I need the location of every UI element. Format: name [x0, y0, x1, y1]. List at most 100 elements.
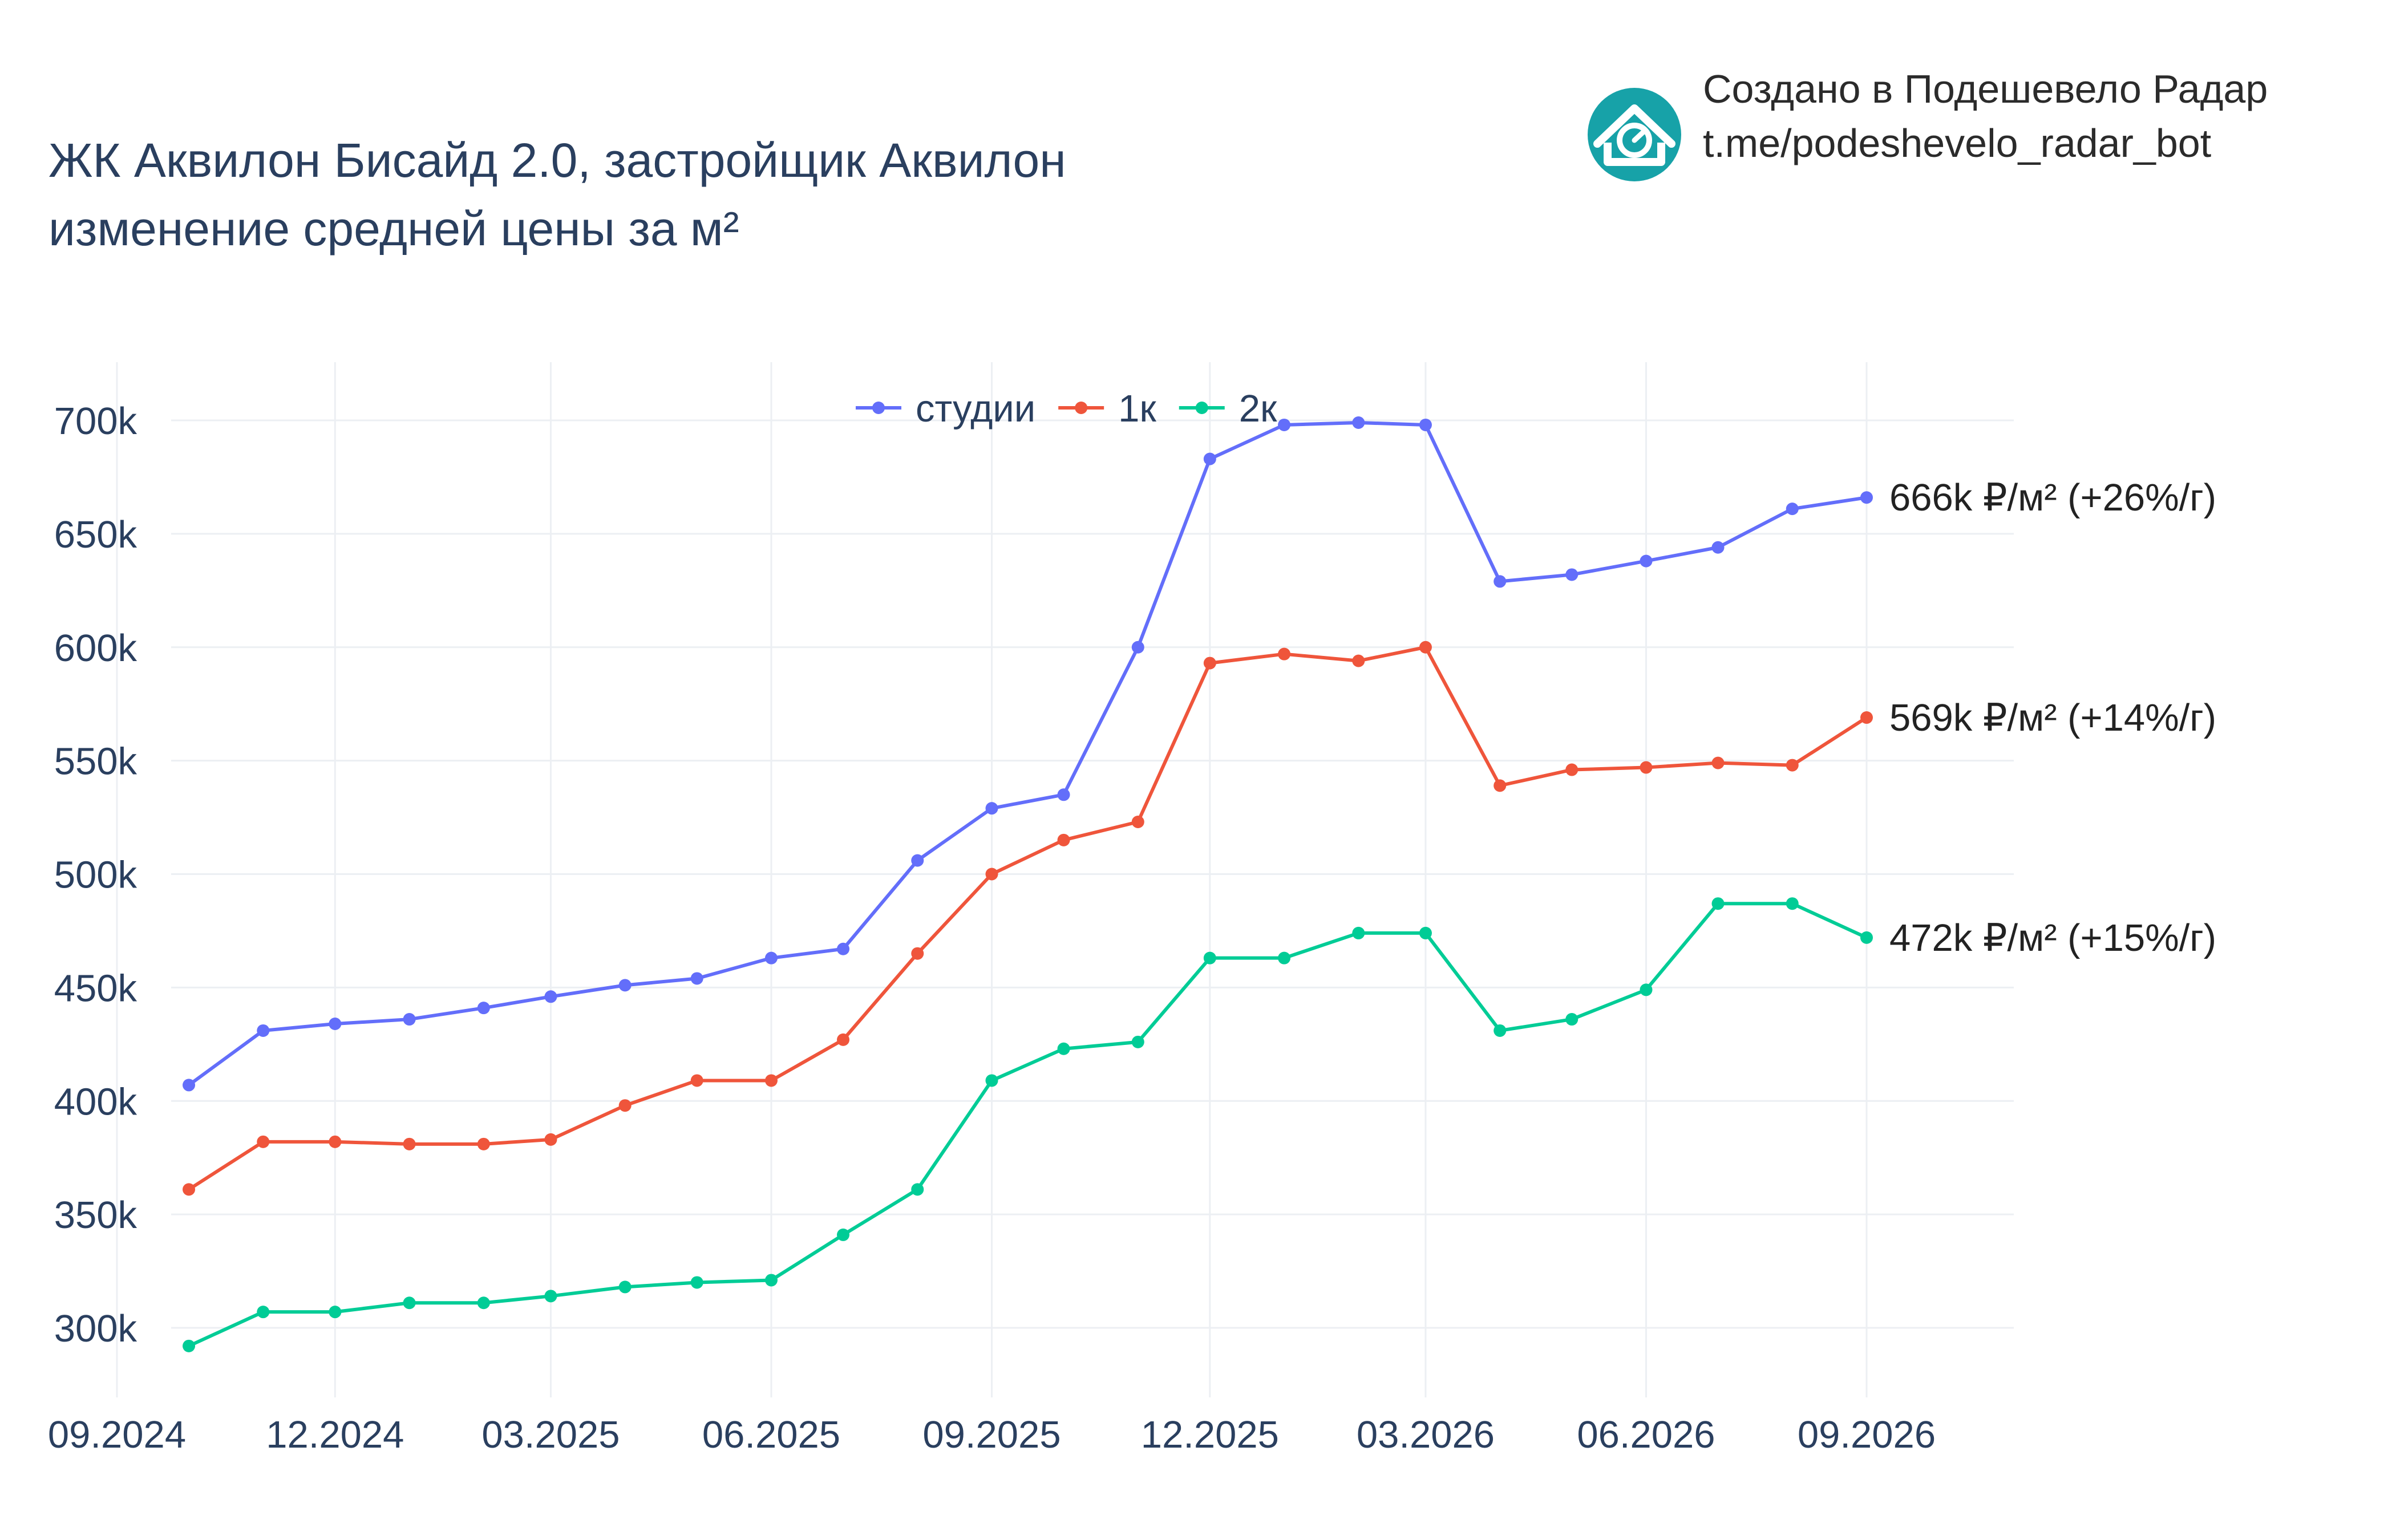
data-point[interactable] [1131, 641, 1144, 654]
y-tick-label: 700k [54, 400, 137, 443]
series-0 [183, 416, 1873, 1092]
y-tick-label: 500k [54, 854, 137, 897]
data-point[interactable] [183, 1339, 196, 1352]
x-tick-label: 06.2025 [702, 1413, 840, 1456]
data-point[interactable] [690, 1276, 703, 1289]
axes: 09.2024 12.2024 03.2025 06.2025 09.2025 12.20… [48, 400, 1936, 1456]
data-point[interactable] [477, 1137, 490, 1150]
data-point[interactable] [1786, 502, 1799, 516]
data-point[interactable] [690, 972, 703, 985]
data-point[interactable] [1494, 779, 1507, 792]
data-point[interactable] [1640, 554, 1653, 568]
data-point[interactable] [1860, 491, 1873, 504]
series [183, 416, 1873, 1352]
data-point[interactable] [764, 1274, 778, 1287]
data-point[interactable] [1131, 816, 1144, 829]
data-point[interactable] [1278, 951, 1291, 964]
data-point[interactable] [618, 1099, 632, 1112]
data-point[interactable] [329, 1018, 342, 1031]
data-point[interactable] [1352, 416, 1365, 429]
data-point[interactable] [183, 1183, 196, 1196]
data-point[interactable] [911, 947, 924, 960]
data-point[interactable] [1786, 897, 1799, 910]
data-point[interactable] [1278, 647, 1291, 660]
series-line [188, 645, 1868, 1191]
data-point[interactable] [1419, 926, 1432, 939]
data-point[interactable] [1057, 1042, 1070, 1055]
legend-label: студии [916, 387, 1035, 430]
y-tick-label: 300k [54, 1307, 137, 1350]
data-point[interactable] [1640, 983, 1653, 996]
data-point[interactable] [329, 1135, 342, 1148]
data-point[interactable] [1419, 418, 1432, 431]
data-point[interactable] [1057, 833, 1070, 846]
data-point[interactable] [183, 1079, 196, 1092]
data-point[interactable] [1711, 756, 1725, 769]
legend-marker [1075, 402, 1088, 414]
x-tick-label: 03.2025 [481, 1413, 620, 1456]
data-point[interactable] [1419, 641, 1432, 654]
data-point[interactable] [1203, 452, 1216, 465]
data-point[interactable] [690, 1074, 703, 1087]
legend-item-2[interactable]: 2к [1179, 387, 1277, 430]
y-tick-label: 400k [54, 1080, 137, 1123]
data-point[interactable] [985, 868, 998, 881]
data-point[interactable] [544, 1290, 557, 1303]
data-point[interactable] [1860, 931, 1873, 944]
data-point[interactable] [1860, 711, 1873, 724]
data-point[interactable] [618, 1280, 632, 1294]
data-point[interactable] [329, 1306, 342, 1319]
data-point[interactable] [837, 1033, 850, 1046]
legend-marker [872, 402, 885, 414]
data-point[interactable] [1640, 761, 1653, 774]
data-point[interactable] [1352, 926, 1365, 939]
data-point[interactable] [764, 1074, 778, 1087]
chart-title-line-1: ЖК Аквилон Бисайд 2.0, застройщик Аквило… [48, 133, 1066, 187]
data-point[interactable] [1786, 759, 1799, 772]
legend-item-0[interactable]: студии [856, 387, 1035, 430]
data-point[interactable] [1131, 1035, 1144, 1048]
legend: студии 1к 2к [856, 387, 1277, 430]
data-point[interactable] [477, 1296, 490, 1310]
series-end-label: 666k ₽/м² (+26%/г) [1889, 476, 2216, 519]
data-point[interactable] [1565, 1013, 1579, 1026]
y-tick-label: 650k [54, 513, 137, 556]
data-point[interactable] [837, 1228, 850, 1241]
y-tick-label: 350k [54, 1194, 137, 1237]
legend-item-1[interactable]: 1к [1058, 387, 1156, 430]
data-point[interactable] [985, 802, 998, 815]
data-point[interactable] [618, 979, 632, 992]
data-point[interactable] [1711, 541, 1725, 554]
x-tick-label: 12.2024 [266, 1413, 404, 1456]
legend-label: 2к [1239, 387, 1277, 430]
data-point[interactable] [1057, 788, 1070, 801]
data-point[interactable] [1565, 568, 1579, 581]
data-point[interactable] [985, 1074, 998, 1087]
data-point[interactable] [257, 1024, 270, 1037]
data-point[interactable] [1494, 575, 1507, 588]
data-point[interactable] [1352, 654, 1365, 667]
data-point[interactable] [764, 951, 778, 964]
data-point[interactable] [911, 1183, 924, 1196]
data-point[interactable] [257, 1306, 270, 1319]
data-point[interactable] [1203, 656, 1216, 670]
data-point[interactable] [911, 854, 924, 867]
data-point[interactable] [837, 942, 850, 955]
data-point[interactable] [403, 1013, 416, 1026]
data-point[interactable] [544, 990, 557, 1003]
brand-link[interactable]: t.me/podeshevelo_radar_bot [1703, 121, 2211, 165]
data-point[interactable] [403, 1296, 416, 1310]
data-point[interactable] [1494, 1024, 1507, 1037]
data-point[interactable] [257, 1135, 270, 1148]
y-tick-label: 450k [54, 967, 137, 1010]
data-point[interactable] [1203, 951, 1216, 964]
series-2 [183, 897, 1873, 1352]
data-point[interactable] [544, 1133, 557, 1146]
data-point[interactable] [1565, 763, 1579, 776]
data-point[interactable] [477, 1002, 490, 1015]
data-point[interactable] [403, 1137, 416, 1150]
data-point[interactable] [1711, 897, 1725, 910]
data-point[interactable] [1278, 418, 1291, 431]
